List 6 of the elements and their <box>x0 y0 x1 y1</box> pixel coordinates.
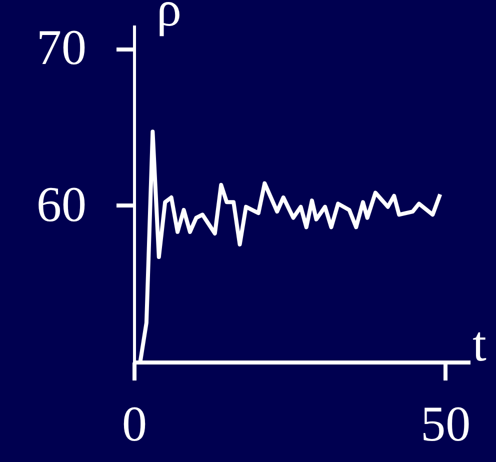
y-tick-label: 70 <box>36 19 86 76</box>
x-tick-label: 50 <box>420 396 471 452</box>
y-tick-label: 60 <box>36 176 86 232</box>
y-axis-title: ρ <box>156 0 182 36</box>
x-axis-title: t <box>472 316 486 372</box>
x-tick-label: 0 <box>122 396 147 452</box>
